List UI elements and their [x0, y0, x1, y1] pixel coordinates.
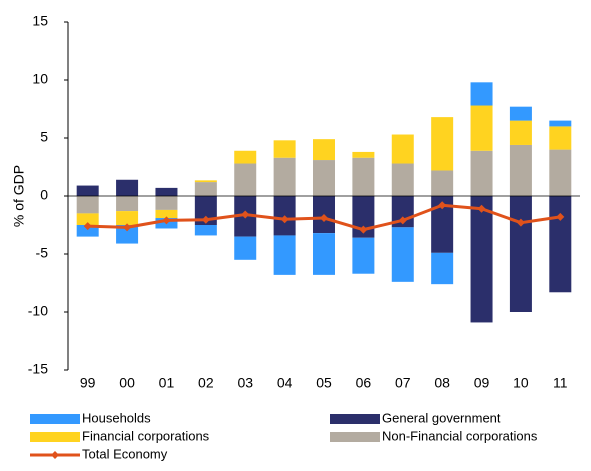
bar-segment [313, 233, 335, 275]
bar-segment [509, 106, 532, 121]
bar-segment [194, 182, 217, 196]
bar-segment [352, 157, 375, 196]
bar-segment [509, 144, 532, 196]
bar-segment [549, 126, 572, 150]
bar-segment [509, 196, 532, 312]
bar-segment [470, 196, 493, 323]
y-tick-label: 15 [32, 13, 48, 29]
bar-segment [352, 151, 375, 158]
y-tick-label: -10 [28, 303, 48, 319]
bar-segment [234, 163, 257, 196]
bar-segment [391, 163, 414, 196]
legend-label: Financial corporations [82, 428, 210, 443]
bar-segment [234, 150, 257, 164]
x-tick-label: 03 [237, 375, 253, 391]
line-marker [438, 201, 447, 210]
bar-segment [549, 196, 572, 293]
bar-segment [194, 225, 217, 236]
x-tick-label: 07 [395, 375, 411, 391]
line-marker [201, 215, 210, 224]
y-tick-label: 10 [32, 71, 48, 87]
x-tick-label: 06 [356, 375, 372, 391]
legend-label: Non-Financial corporations [382, 428, 538, 443]
bar-segment [76, 225, 99, 237]
x-tick-label: 10 [513, 375, 529, 391]
line-marker [162, 216, 171, 225]
legend-label: General government [382, 410, 501, 425]
line-marker [516, 218, 525, 227]
bar-segment [155, 196, 178, 210]
bar-segment [273, 235, 296, 275]
bar-segment [155, 209, 178, 219]
legend-swatch [30, 414, 80, 424]
x-tick-label: 11 [553, 375, 568, 391]
bar-segment [391, 134, 414, 164]
bar-segment [76, 213, 99, 225]
line-marker [398, 216, 407, 225]
legend-swatch [330, 414, 380, 424]
y-tick-label: 0 [40, 187, 48, 203]
line-marker [359, 225, 368, 234]
bar-segment [431, 117, 454, 171]
bar-segment [470, 150, 493, 196]
x-tick-label: 04 [277, 375, 293, 391]
x-tick-label: 99 [80, 375, 96, 391]
bar-segment [76, 185, 99, 196]
x-tick-label: 00 [119, 375, 135, 391]
bar-segment [391, 227, 414, 282]
line-marker [280, 215, 289, 224]
bar-segment [352, 237, 375, 274]
bar-segment [155, 187, 178, 196]
y-axis-label: % of GDP [11, 165, 27, 227]
line-marker [241, 210, 250, 219]
line-marker [320, 214, 328, 223]
y-tick-label: -15 [28, 361, 48, 377]
bar-segment [431, 196, 454, 253]
line-marker [123, 223, 132, 232]
bar-segment [76, 196, 99, 214]
bar-segment [313, 139, 335, 161]
bar-segment [470, 82, 493, 106]
legend-label: Total Economy [82, 446, 168, 461]
bar-segment [549, 149, 572, 196]
legend-label: Households [82, 410, 151, 425]
y-tick-label: 5 [40, 129, 48, 145]
bar-segment [273, 140, 296, 158]
x-tick-label: 09 [474, 375, 490, 391]
line-marker [556, 212, 565, 221]
bar-segment [431, 252, 454, 285]
legend-swatch [330, 432, 380, 442]
bar-segment [470, 105, 493, 151]
line-marker [477, 204, 486, 213]
x-tick-label: 05 [316, 375, 332, 391]
bar-segment [234, 236, 257, 260]
y-tick-label: -5 [36, 245, 49, 261]
bar-segment [194, 180, 217, 183]
legend-swatch [30, 432, 80, 442]
x-tick-label: 01 [159, 375, 175, 391]
bar-segment [116, 196, 139, 212]
bar-segment [116, 211, 139, 225]
bar-segment [431, 170, 454, 196]
x-tick-label: 08 [434, 375, 450, 391]
x-tick-label: 02 [198, 375, 214, 391]
bar-segment [313, 160, 335, 196]
bar-segment [116, 179, 139, 196]
bar-segment [509, 120, 532, 145]
bar-segment [273, 157, 296, 196]
legend-marker [51, 451, 59, 459]
bar-segment [116, 225, 139, 244]
bar-segment [549, 120, 572, 127]
line-marker [83, 222, 92, 231]
